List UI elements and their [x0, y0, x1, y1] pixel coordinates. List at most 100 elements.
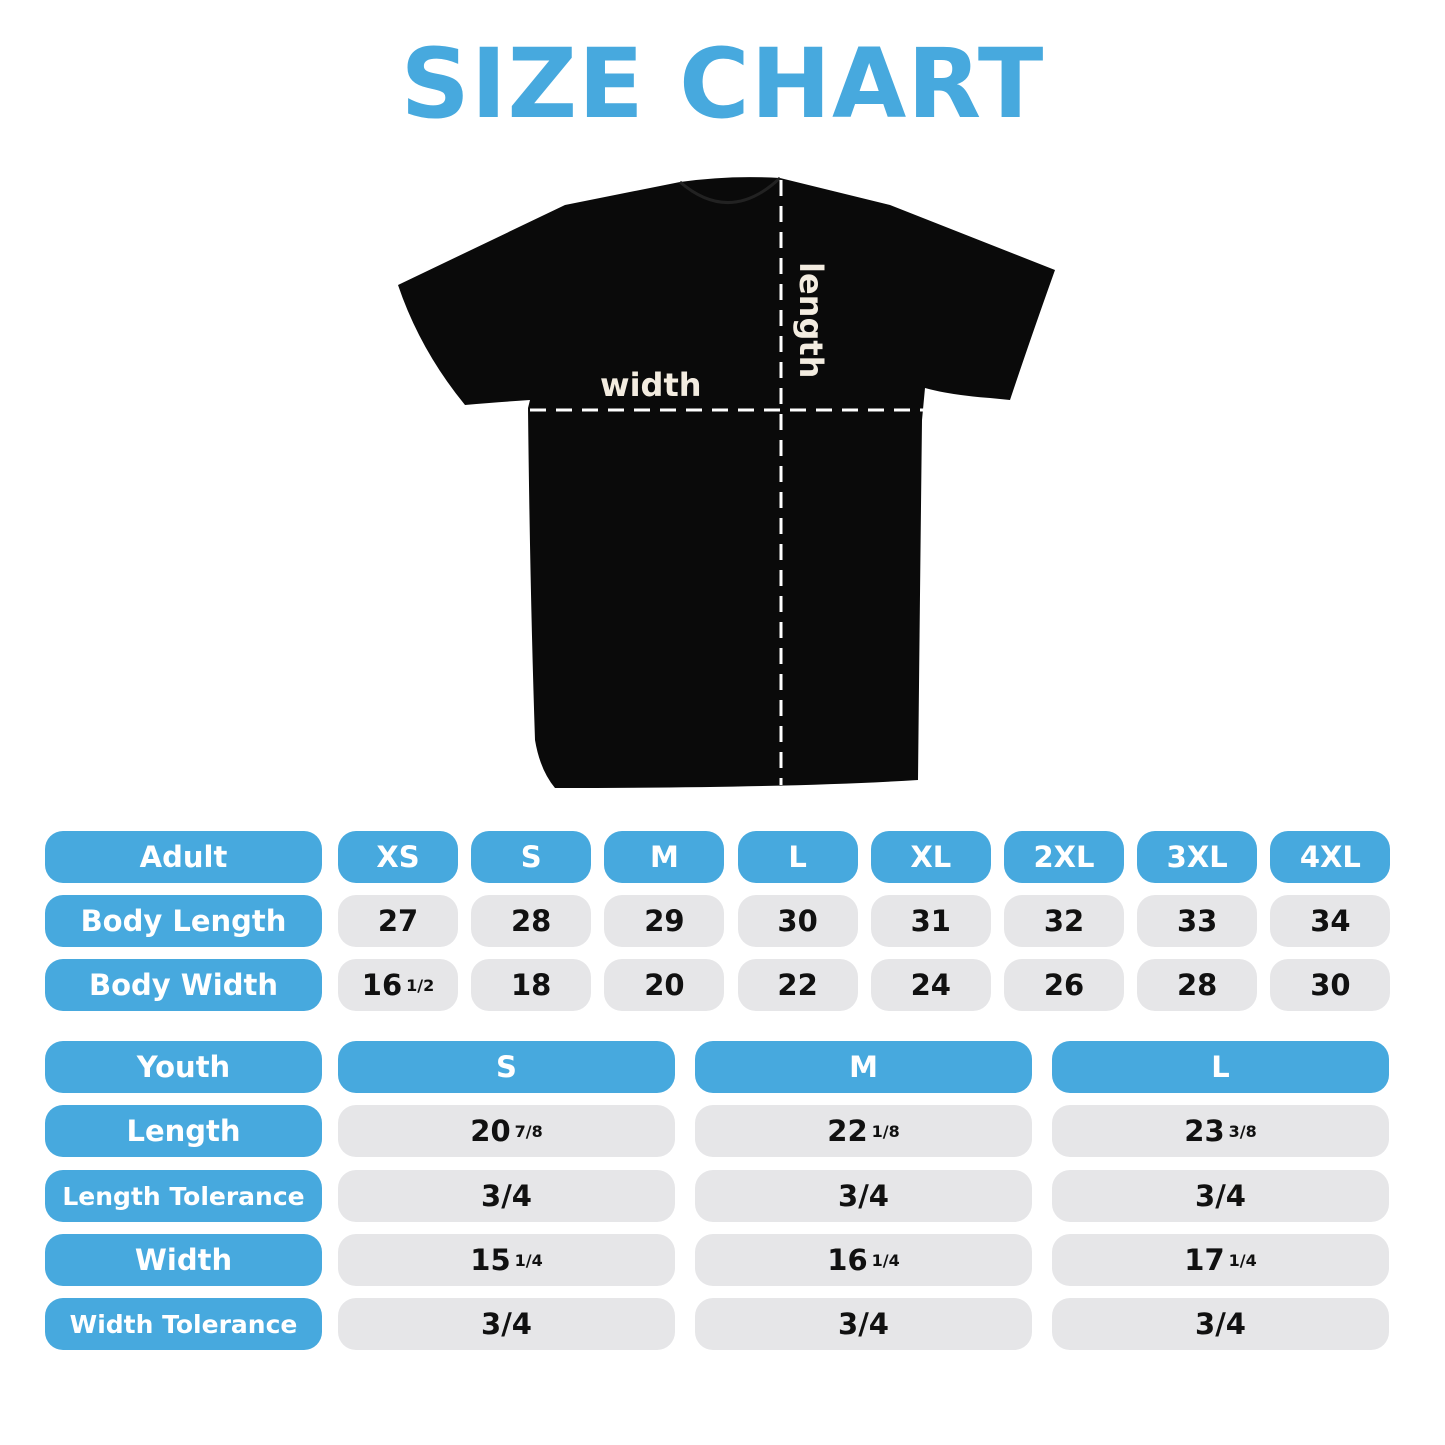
youth-value-cell: 17 1/4 — [1052, 1234, 1389, 1286]
value-whole: 23 — [1184, 1114, 1225, 1148]
adult-size-header: 4XL — [1270, 831, 1391, 883]
value-fraction: 1/4 — [871, 1250, 900, 1270]
youth-value-cell: 3/4 — [695, 1170, 1032, 1222]
adult-size-header: S — [471, 831, 592, 883]
size-label: M — [849, 1050, 878, 1084]
youth-row-label: Width Tolerance — [45, 1298, 322, 1350]
youth-row-label: Length — [45, 1105, 322, 1157]
adult-value-cell: 16 1/2 — [338, 959, 458, 1011]
adult-value-cell: 33 — [1137, 895, 1258, 947]
adult-value-cell: 30 — [1270, 959, 1391, 1011]
youth-value-cell: 3/4 — [338, 1170, 675, 1222]
value-whole: 29 — [644, 904, 685, 938]
value-whole: 3/4 — [481, 1307, 532, 1341]
value-fraction: 1/8 — [871, 1121, 900, 1141]
value-whole: 3/4 — [838, 1179, 889, 1213]
size-label: L — [1211, 1050, 1230, 1084]
size-label: S — [496, 1050, 517, 1084]
value-whole: 30 — [1310, 968, 1351, 1002]
row-label: Length Tolerance — [62, 1181, 305, 1211]
value-whole: 16 — [361, 968, 403, 1002]
adult-size-header: 2XL — [1004, 831, 1124, 883]
youth-size-header: S — [338, 1041, 675, 1093]
value-whole: 30 — [777, 904, 818, 938]
value-whole: 24 — [910, 968, 951, 1002]
youth-value-cell: 22 1/8 — [695, 1105, 1032, 1157]
adult-value-cell: 26 — [1004, 959, 1124, 1011]
youth-row-label: Length Tolerance — [45, 1170, 322, 1222]
length-label: length — [792, 262, 830, 378]
youth-value-cell: 3/4 — [1052, 1298, 1389, 1350]
value-whole: 27 — [377, 904, 419, 938]
value-fraction: 1/4 — [514, 1250, 543, 1270]
value-whole: 33 — [1177, 904, 1218, 938]
youth-row-label: Width — [45, 1234, 322, 1286]
adult-value-cell: 30 — [737, 895, 858, 947]
value-whole: 28 — [1177, 968, 1218, 1002]
row-label: Width Tolerance — [69, 1309, 298, 1339]
youth-value-cell: 15 1/4 — [338, 1234, 675, 1286]
value-whole: 3/4 — [838, 1307, 889, 1341]
row-label: Body Width — [89, 968, 278, 1002]
adult-value-cell: 24 — [870, 959, 991, 1011]
adult-value-cell: 22 — [737, 959, 858, 1011]
row-label: Length — [126, 1114, 241, 1148]
adult-row-label: Body Length — [45, 895, 322, 947]
youth-value-cell: 23 3/8 — [1052, 1105, 1389, 1157]
value-whole: 28 — [511, 904, 552, 938]
value-whole: 22 — [777, 968, 818, 1002]
tshirt-shape — [398, 177, 1055, 789]
size-label: S — [520, 840, 542, 874]
adult-size-header: M — [604, 831, 725, 883]
size-label: M — [649, 840, 679, 874]
adult-value-cell: 29 — [604, 895, 725, 947]
value-whole: 15 — [470, 1243, 511, 1277]
tshirt-illustration: width length — [398, 176, 1055, 789]
size-label: XL — [910, 840, 952, 874]
adult-size-header: XL — [870, 831, 991, 883]
adult-value-cell: 34 — [1270, 895, 1391, 947]
width-label: width — [600, 366, 702, 404]
collar — [679, 176, 782, 204]
size-label: 4XL — [1299, 840, 1361, 874]
adult-header-label: Adult — [139, 840, 228, 874]
youth-value-cell: 16 1/4 — [695, 1234, 1032, 1286]
adult-header: Adult — [45, 831, 322, 883]
adult-size-header: L — [737, 831, 858, 883]
youth-value-cell: 20 7/8 — [338, 1105, 675, 1157]
adult-size-header: 3XL — [1137, 831, 1258, 883]
value-whole: 26 — [1043, 968, 1085, 1002]
value-whole: 3/4 — [1195, 1179, 1246, 1213]
value-whole: 17 — [1184, 1243, 1225, 1277]
size-label: 3XL — [1166, 840, 1228, 874]
youth-value-cell: 3/4 — [1052, 1170, 1389, 1222]
value-whole: 16 — [827, 1243, 868, 1277]
adult-value-cell: 28 — [471, 895, 592, 947]
youth-header: Youth — [45, 1041, 322, 1093]
value-whole: 20 — [644, 968, 685, 1002]
page-title: SIZE CHART — [400, 28, 1045, 140]
youth-value-cell: 3/4 — [338, 1298, 675, 1350]
value-whole: 22 — [827, 1114, 868, 1148]
size-label: XS — [376, 840, 420, 874]
value-whole: 32 — [1043, 904, 1085, 938]
size-label: L — [788, 840, 807, 874]
adult-row-label: Body Width — [45, 959, 322, 1011]
value-whole: 3/4 — [1195, 1307, 1246, 1341]
adult-value-cell: 31 — [870, 895, 991, 947]
adult-value-cell: 20 — [604, 959, 725, 1011]
adult-value-cell: 32 — [1004, 895, 1124, 947]
value-whole: 3/4 — [481, 1179, 532, 1213]
row-label: Body Length — [80, 904, 287, 938]
youth-size-header: M — [695, 1041, 1032, 1093]
adult-value-cell: 27 — [338, 895, 458, 947]
value-fraction: 7/8 — [514, 1121, 543, 1141]
adult-size-header: XS — [338, 831, 458, 883]
youth-header-label: Youth — [136, 1050, 231, 1084]
value-whole: 31 — [910, 904, 951, 938]
value-fraction: 1/4 — [1228, 1250, 1257, 1270]
value-whole: 20 — [470, 1114, 511, 1148]
value-fraction: 1/2 — [406, 975, 435, 995]
value-fraction: 3/8 — [1228, 1121, 1257, 1141]
youth-size-header: L — [1052, 1041, 1389, 1093]
